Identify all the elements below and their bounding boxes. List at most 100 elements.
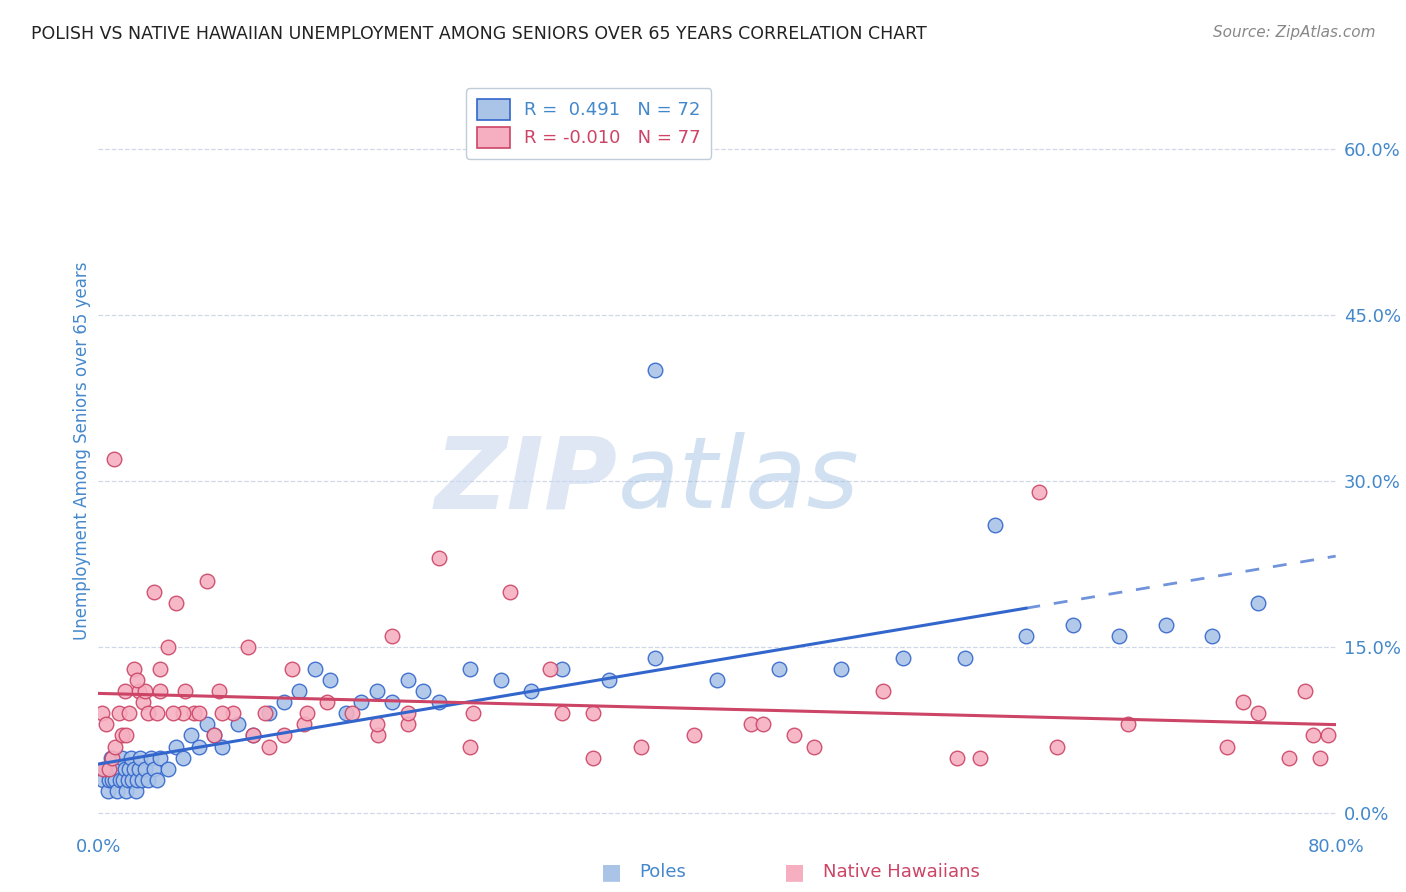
Point <box>108 772 131 787</box>
Point <box>830 662 852 676</box>
Point <box>90 706 112 721</box>
Point <box>174 684 197 698</box>
Point <box>172 750 194 764</box>
Point <box>149 750 172 764</box>
Point <box>208 684 231 698</box>
Point <box>984 518 1007 533</box>
Point <box>1015 629 1038 643</box>
Point <box>381 629 404 643</box>
Point <box>292 717 315 731</box>
Point <box>115 784 138 798</box>
Point <box>740 717 762 731</box>
Point <box>131 772 153 787</box>
Point <box>124 784 146 798</box>
Point <box>427 551 450 566</box>
Point <box>146 772 169 787</box>
Point <box>273 729 295 743</box>
Point <box>115 729 138 743</box>
Point <box>149 684 172 698</box>
Point <box>257 706 280 721</box>
Point <box>242 729 264 743</box>
Point <box>254 706 277 721</box>
Point <box>96 762 118 776</box>
Point <box>1247 706 1270 721</box>
Point <box>304 662 326 676</box>
Point <box>872 684 894 698</box>
Point <box>120 750 142 764</box>
Point <box>1154 617 1177 632</box>
Point <box>489 673 512 687</box>
Point <box>288 684 311 698</box>
Point <box>105 784 128 798</box>
Point <box>461 706 484 721</box>
Point <box>134 684 156 698</box>
Point <box>104 739 127 754</box>
Point <box>162 706 184 721</box>
Point <box>211 706 233 721</box>
Text: ■: ■ <box>602 863 621 882</box>
Point <box>1118 717 1140 731</box>
Point <box>104 772 127 787</box>
Point <box>458 739 481 754</box>
Point <box>396 706 419 721</box>
Point <box>319 673 342 687</box>
Point <box>281 662 304 676</box>
Point <box>103 451 125 466</box>
Point <box>195 574 218 588</box>
Point <box>195 717 218 731</box>
Point <box>188 706 211 721</box>
Point <box>538 662 561 676</box>
Point <box>706 673 728 687</box>
Point <box>143 762 166 776</box>
Point <box>204 729 226 743</box>
Point <box>551 706 574 721</box>
Point <box>551 662 574 676</box>
Legend: R =  0.491   N = 72, R = -0.010   N = 77: R = 0.491 N = 72, R = -0.010 N = 77 <box>467 88 711 159</box>
Point <box>1247 596 1270 610</box>
Point <box>128 684 150 698</box>
Point <box>136 706 159 721</box>
Point <box>630 739 652 754</box>
Point <box>1046 739 1069 754</box>
Point <box>598 673 620 687</box>
Point <box>107 762 129 776</box>
Text: ■: ■ <box>785 863 804 882</box>
Text: ZIP: ZIP <box>434 433 619 529</box>
Text: Native Hawaiians: Native Hawaiians <box>823 863 980 881</box>
Point <box>121 772 143 787</box>
Point <box>953 651 976 665</box>
Point <box>803 739 825 754</box>
Point <box>103 762 125 776</box>
Point <box>946 750 969 764</box>
Point <box>114 762 136 776</box>
Point <box>752 717 775 731</box>
Point <box>1216 739 1239 754</box>
Point <box>98 762 121 776</box>
Point <box>1028 485 1050 500</box>
Point <box>582 706 605 721</box>
Point <box>143 584 166 599</box>
Point <box>122 662 145 676</box>
Point <box>350 695 373 709</box>
Point <box>381 695 404 709</box>
Point <box>1201 629 1223 643</box>
Point <box>165 596 187 610</box>
Point <box>396 717 419 731</box>
Point <box>242 729 264 743</box>
Point <box>180 729 202 743</box>
Point <box>136 772 159 787</box>
Point <box>226 717 249 731</box>
Point <box>1309 750 1331 764</box>
Point <box>100 750 122 764</box>
Point <box>396 673 419 687</box>
Point <box>238 640 260 654</box>
Point <box>114 684 136 698</box>
Point <box>257 739 280 754</box>
Point <box>139 750 162 764</box>
Point <box>768 662 790 676</box>
Point <box>1302 729 1324 743</box>
Point <box>211 739 233 754</box>
Text: atlas: atlas <box>619 433 859 529</box>
Point <box>644 363 666 377</box>
Point <box>129 750 152 764</box>
